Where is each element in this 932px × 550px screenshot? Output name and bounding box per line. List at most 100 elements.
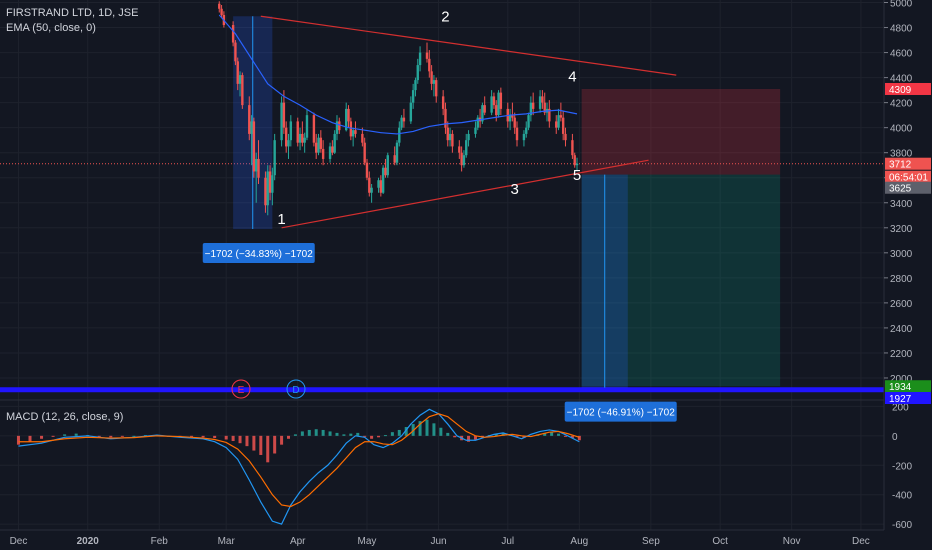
candle-body <box>465 140 468 156</box>
candle-body <box>490 96 493 113</box>
price-tick-label: 2200 <box>890 349 913 360</box>
candle-body <box>541 96 544 103</box>
candle-body <box>354 130 357 134</box>
candle-body <box>462 155 466 166</box>
macd-histogram-bar <box>418 421 422 436</box>
macd-histogram-bar <box>550 432 554 436</box>
macd-histogram-bar <box>390 432 394 436</box>
macd-histogram-bar <box>577 435 581 441</box>
candle-body <box>548 108 551 122</box>
candle-body <box>481 105 484 122</box>
candle-body <box>416 65 419 81</box>
chart-title: FIRSTRAND LTD, 1D, JSE <box>6 7 138 19</box>
candle-body <box>538 96 542 109</box>
time-tick-label: Jul <box>501 536 514 547</box>
triangle-trendline[interactable] <box>281 159 649 229</box>
candle-body <box>529 102 533 116</box>
macd-histogram-bar <box>300 431 304 436</box>
candle-body <box>365 162 369 178</box>
price-tag <box>885 181 931 194</box>
price-tick-label: 2600 <box>890 299 913 310</box>
candle-body <box>418 52 422 66</box>
trendlines[interactable] <box>260 15 677 229</box>
candle-body <box>363 142 366 163</box>
candle-body <box>347 108 350 122</box>
candle-body <box>515 127 519 141</box>
candle-body <box>361 133 364 143</box>
candle-body <box>303 137 306 143</box>
candle-body <box>430 71 433 84</box>
macd-histogram-bar <box>473 435 477 440</box>
take-profit-zone[interactable] <box>581 174 781 387</box>
price-tick-label: 3000 <box>890 249 913 260</box>
candle-body <box>317 137 320 153</box>
macd-histogram-bar <box>328 431 332 436</box>
time-tick-label: Jun <box>430 536 446 547</box>
candle-body <box>425 52 429 59</box>
price-tag-label: 3712 <box>889 160 912 171</box>
candle-body <box>497 92 500 116</box>
candle-body <box>451 133 454 147</box>
wave-label: 1 <box>277 211 285 228</box>
macd-histogram-bar <box>453 435 457 438</box>
candle-body <box>508 115 512 122</box>
macd-histogram-bar <box>97 435 101 437</box>
macd-histogram-bar <box>314 429 318 436</box>
candle-body <box>531 102 535 109</box>
macd-histogram-bar <box>201 435 205 438</box>
candle-body <box>384 167 387 176</box>
candle-body <box>492 96 496 106</box>
candle-body <box>525 127 528 134</box>
candle-body <box>495 105 498 116</box>
time-tick-label: Dec <box>852 536 870 547</box>
candle-body <box>236 61 239 84</box>
candle-body <box>398 127 401 143</box>
candle-body <box>559 115 563 118</box>
macd-histogram-bar <box>335 432 339 436</box>
macd-histogram-bar <box>557 433 561 436</box>
candle-body <box>298 133 302 143</box>
candle-body <box>287 140 290 147</box>
price-tick-label: 3200 <box>890 224 913 235</box>
candle-body <box>435 80 438 97</box>
candle-body <box>315 142 318 153</box>
macd-histogram-bar <box>273 435 277 454</box>
macd-histogram-bar <box>432 423 436 436</box>
macd-histogram-bar <box>109 435 113 438</box>
candle-body <box>571 140 574 156</box>
candle-body <box>513 117 516 128</box>
macd-histogram-bar <box>28 435 32 442</box>
time-tick-label: 2020 <box>77 536 100 547</box>
candle-body <box>238 75 242 84</box>
macd-histogram-bar <box>259 435 263 455</box>
event-marker-earnings[interactable]: E <box>231 379 251 399</box>
time-tick-label: Nov <box>783 536 801 547</box>
candle-body <box>331 146 334 153</box>
event-marker-dividend[interactable]: D <box>286 379 306 399</box>
wave-labels: 1 2 3 4 5 <box>277 8 581 228</box>
macd-histogram-bar <box>501 432 505 436</box>
candle-body <box>231 25 235 43</box>
macd-histogram-bar <box>377 435 381 438</box>
candle-body <box>257 158 260 178</box>
macd-tick-label: 200 <box>892 402 909 413</box>
price-tick-label: 2400 <box>890 324 913 335</box>
short-position-tool[interactable] <box>0 88 884 393</box>
candle-body <box>414 80 417 91</box>
stop-loss-zone[interactable] <box>581 88 781 175</box>
support-line[interactable] <box>0 387 884 393</box>
macd-histogram-bar <box>16 435 20 445</box>
candlestick-series <box>218 1 579 216</box>
triangle-trendline[interactable] <box>260 15 677 76</box>
wave-label: 3 <box>511 181 519 198</box>
macd-histogram-bar <box>321 429 325 436</box>
candle-body <box>296 121 299 143</box>
macd-histogram-bar <box>397 429 401 436</box>
candle-body <box>557 115 560 128</box>
macd-histogram-bar <box>522 435 526 439</box>
macd-histogram-bar <box>266 435 270 463</box>
measure-label: −1702 (−46.91%) −1702 <box>567 408 676 419</box>
candle-body <box>241 75 244 106</box>
